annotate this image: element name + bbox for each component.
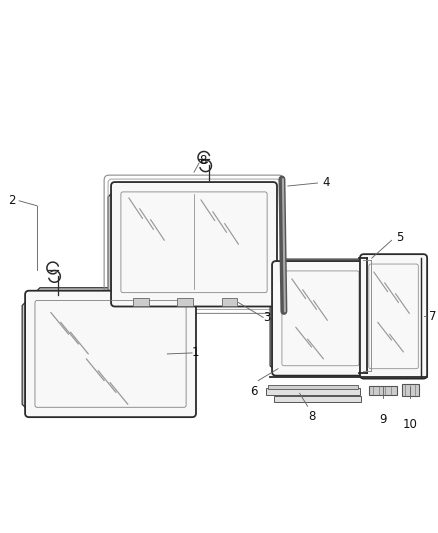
- FancyBboxPatch shape: [111, 182, 277, 306]
- Text: 10: 10: [403, 418, 418, 431]
- Text: 2: 2: [8, 195, 15, 207]
- Text: 6: 6: [251, 384, 258, 398]
- Polygon shape: [108, 190, 115, 301]
- Text: 9: 9: [379, 413, 386, 426]
- Bar: [403, 384, 419, 397]
- Text: 7: 7: [429, 310, 437, 323]
- FancyBboxPatch shape: [272, 261, 369, 376]
- Text: 4: 4: [322, 175, 330, 189]
- FancyBboxPatch shape: [360, 254, 427, 378]
- Polygon shape: [280, 259, 367, 265]
- FancyBboxPatch shape: [25, 290, 196, 417]
- Bar: [369, 385, 396, 395]
- Bar: [266, 389, 360, 395]
- Bar: [222, 297, 237, 305]
- Bar: [274, 397, 361, 402]
- Polygon shape: [270, 269, 276, 372]
- Bar: [133, 297, 148, 305]
- Bar: [177, 297, 193, 305]
- Text: 1: 1: [192, 346, 200, 359]
- Text: 8: 8: [308, 410, 315, 423]
- Text: 8: 8: [199, 154, 207, 167]
- Polygon shape: [33, 288, 195, 295]
- Bar: [268, 384, 358, 390]
- Text: 5: 5: [396, 231, 404, 244]
- Polygon shape: [22, 298, 29, 411]
- Text: 3: 3: [263, 311, 271, 324]
